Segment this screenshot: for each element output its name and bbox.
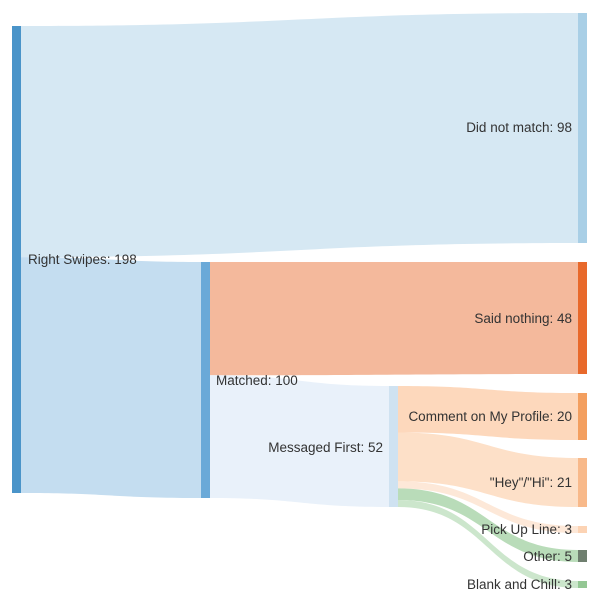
node-label-did-not-match: Did not match: 98 xyxy=(466,120,572,135)
link-right-swipes-to-matched xyxy=(21,257,201,498)
node-messaged-first xyxy=(389,386,398,507)
node-matched xyxy=(201,262,210,498)
node-said-nothing xyxy=(578,262,587,374)
node-label-said-nothing: Said nothing: 48 xyxy=(474,311,572,326)
sankey-labels: Right Swipes: 198 Did not match: 98 Matc… xyxy=(28,120,572,592)
node-label-blank-chill: Blank and Chill: 3 xyxy=(467,577,572,592)
link-messaged-first-to-comment-profile xyxy=(398,386,578,440)
link-messaged-first-to-blank-chill xyxy=(398,500,578,588)
link-matched-to-messaged-first xyxy=(210,375,389,507)
node-label-matched: Matched: 100 xyxy=(216,373,298,388)
link-right-swipes-to-did-not-match xyxy=(21,13,578,258)
node-hey-hi xyxy=(578,458,587,507)
link-matched-to-said-nothing xyxy=(210,262,578,376)
node-label-other: Other: 5 xyxy=(523,549,572,564)
node-label-hey-hi: "Hey"/"Hi": 21 xyxy=(490,475,572,490)
link-messaged-first-to-pick-up-line xyxy=(398,481,578,533)
node-comment-profile xyxy=(578,393,587,440)
node-did-not-match xyxy=(578,13,587,243)
sankey-links xyxy=(21,13,578,588)
node-label-comment-profile: Comment on My Profile: 20 xyxy=(408,409,572,424)
node-right-swipes xyxy=(12,26,21,493)
node-label-messaged-first: Messaged First: 52 xyxy=(268,440,383,455)
node-other xyxy=(578,550,587,562)
link-messaged-first-to-hey-hi xyxy=(398,432,578,507)
node-label-right-swipes: Right Swipes: 198 xyxy=(28,252,137,267)
sankey-nodes xyxy=(12,13,587,588)
link-messaged-first-to-other xyxy=(398,488,578,562)
node-pick-up-line xyxy=(578,526,587,533)
node-blank-chill xyxy=(578,581,587,588)
node-label-pick-up-line: Pick Up Line: 3 xyxy=(481,522,572,537)
